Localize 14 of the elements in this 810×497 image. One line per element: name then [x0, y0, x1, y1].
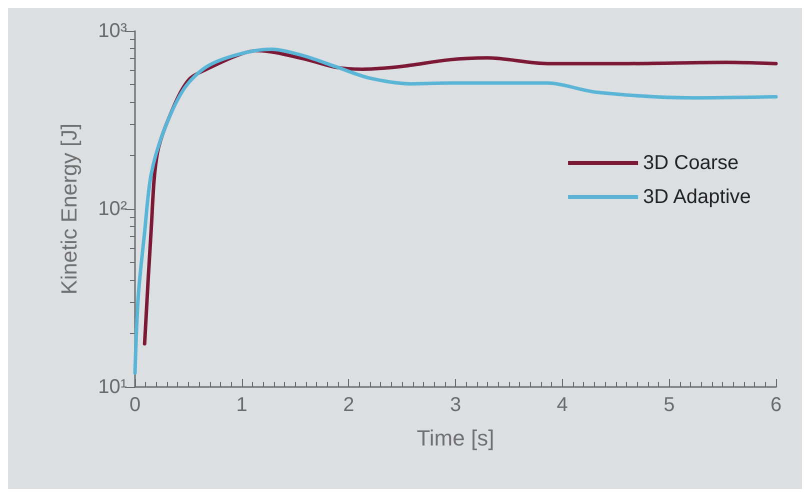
- legend-label: 3D Coarse: [643, 152, 739, 174]
- y-tick-label: 10³: [98, 20, 128, 42]
- x-tick-label: 6: [770, 394, 782, 416]
- x-tick-label: 2: [343, 394, 354, 416]
- x-axis-title: Time [s]: [416, 426, 494, 450]
- y-tick-label: 10²: [98, 198, 128, 220]
- x-tick-label: 1: [236, 394, 248, 416]
- y-tick-label: 10¹: [98, 376, 128, 398]
- x-tick-label: 3: [450, 394, 462, 416]
- y-axis-title: Kinetic Energy [J]: [56, 123, 82, 295]
- x-tick-label: 4: [556, 394, 568, 416]
- x-tick-label: 0: [129, 394, 141, 416]
- legend-label: 3D Adaptive: [643, 186, 751, 208]
- x-tick-label: 5: [664, 394, 675, 416]
